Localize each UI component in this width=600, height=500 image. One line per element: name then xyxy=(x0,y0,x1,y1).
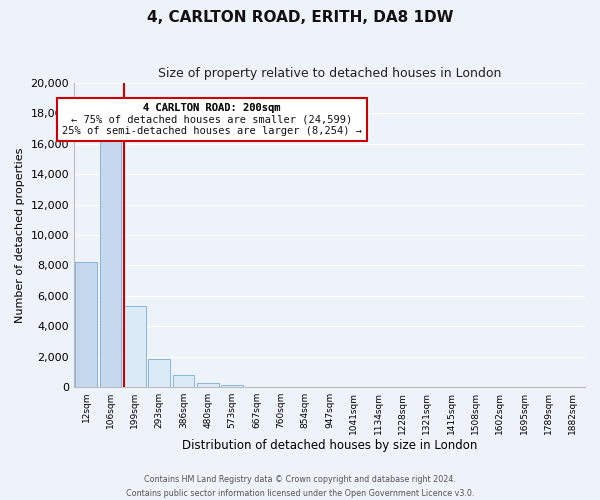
Bar xyxy=(173,375,194,387)
Title: Size of property relative to detached houses in London: Size of property relative to detached ho… xyxy=(158,68,501,80)
Text: Contains HM Land Registry data © Crown copyright and database right 2024.
Contai: Contains HM Land Registry data © Crown c… xyxy=(126,476,474,498)
Bar xyxy=(100,134,121,387)
Bar xyxy=(148,359,170,387)
Bar xyxy=(197,382,219,387)
Text: 4 CARLTON ROAD: 200sqm
← 75% of detached houses are smaller (24,599)
25% of semi: 4 CARLTON ROAD: 200sqm ← 75% of detached… xyxy=(62,103,362,136)
Bar xyxy=(124,306,146,387)
Text: 4, CARLTON ROAD, ERITH, DA8 1DW: 4, CARLTON ROAD, ERITH, DA8 1DW xyxy=(147,10,453,25)
Bar xyxy=(221,385,243,387)
X-axis label: Distribution of detached houses by size in London: Distribution of detached houses by size … xyxy=(182,440,477,452)
Text: 4 CARLTON ROAD: 200sqm: 4 CARLTON ROAD: 200sqm xyxy=(143,103,281,113)
Bar xyxy=(75,262,97,387)
Y-axis label: Number of detached properties: Number of detached properties xyxy=(15,148,25,322)
